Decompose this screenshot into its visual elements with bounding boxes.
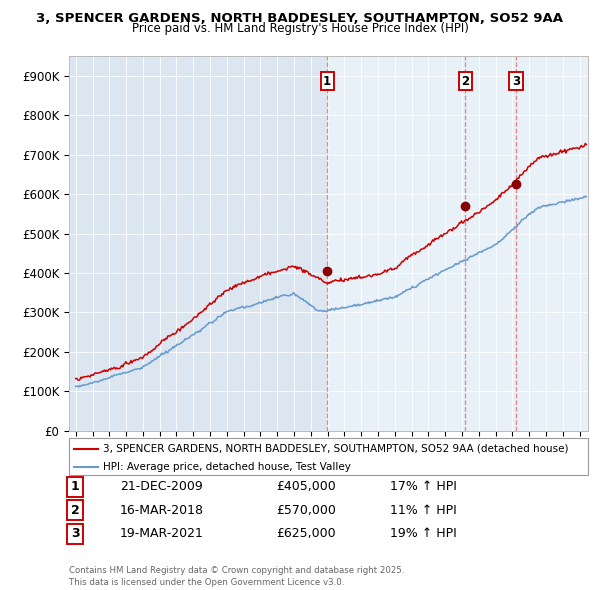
Text: 3, SPENCER GARDENS, NORTH BADDESLEY, SOUTHAMPTON, SO52 9AA (detached house): 3, SPENCER GARDENS, NORTH BADDESLEY, SOU… xyxy=(103,444,568,454)
Text: 2: 2 xyxy=(71,504,79,517)
Text: 19% ↑ HPI: 19% ↑ HPI xyxy=(390,527,457,540)
Text: 2: 2 xyxy=(461,74,470,87)
FancyBboxPatch shape xyxy=(69,438,588,475)
Text: Contains HM Land Registry data © Crown copyright and database right 2025.
This d: Contains HM Land Registry data © Crown c… xyxy=(69,566,404,587)
Text: 17% ↑ HPI: 17% ↑ HPI xyxy=(390,480,457,493)
Text: £405,000: £405,000 xyxy=(276,480,336,493)
Text: 1: 1 xyxy=(71,480,79,493)
Text: 21-DEC-2009: 21-DEC-2009 xyxy=(120,480,203,493)
Text: 11% ↑ HPI: 11% ↑ HPI xyxy=(390,504,457,517)
Text: HPI: Average price, detached house, Test Valley: HPI: Average price, detached house, Test… xyxy=(103,462,350,472)
Text: 16-MAR-2018: 16-MAR-2018 xyxy=(120,504,204,517)
Text: £570,000: £570,000 xyxy=(276,504,336,517)
Text: £625,000: £625,000 xyxy=(276,527,335,540)
Text: Price paid vs. HM Land Registry's House Price Index (HPI): Price paid vs. HM Land Registry's House … xyxy=(131,22,469,35)
Text: 3, SPENCER GARDENS, NORTH BADDESLEY, SOUTHAMPTON, SO52 9AA: 3, SPENCER GARDENS, NORTH BADDESLEY, SOU… xyxy=(37,12,563,25)
Text: 19-MAR-2021: 19-MAR-2021 xyxy=(120,527,204,540)
Text: 3: 3 xyxy=(71,527,79,540)
Text: 1: 1 xyxy=(323,74,331,87)
Bar xyxy=(327,56,588,431)
Text: 3: 3 xyxy=(512,74,520,87)
